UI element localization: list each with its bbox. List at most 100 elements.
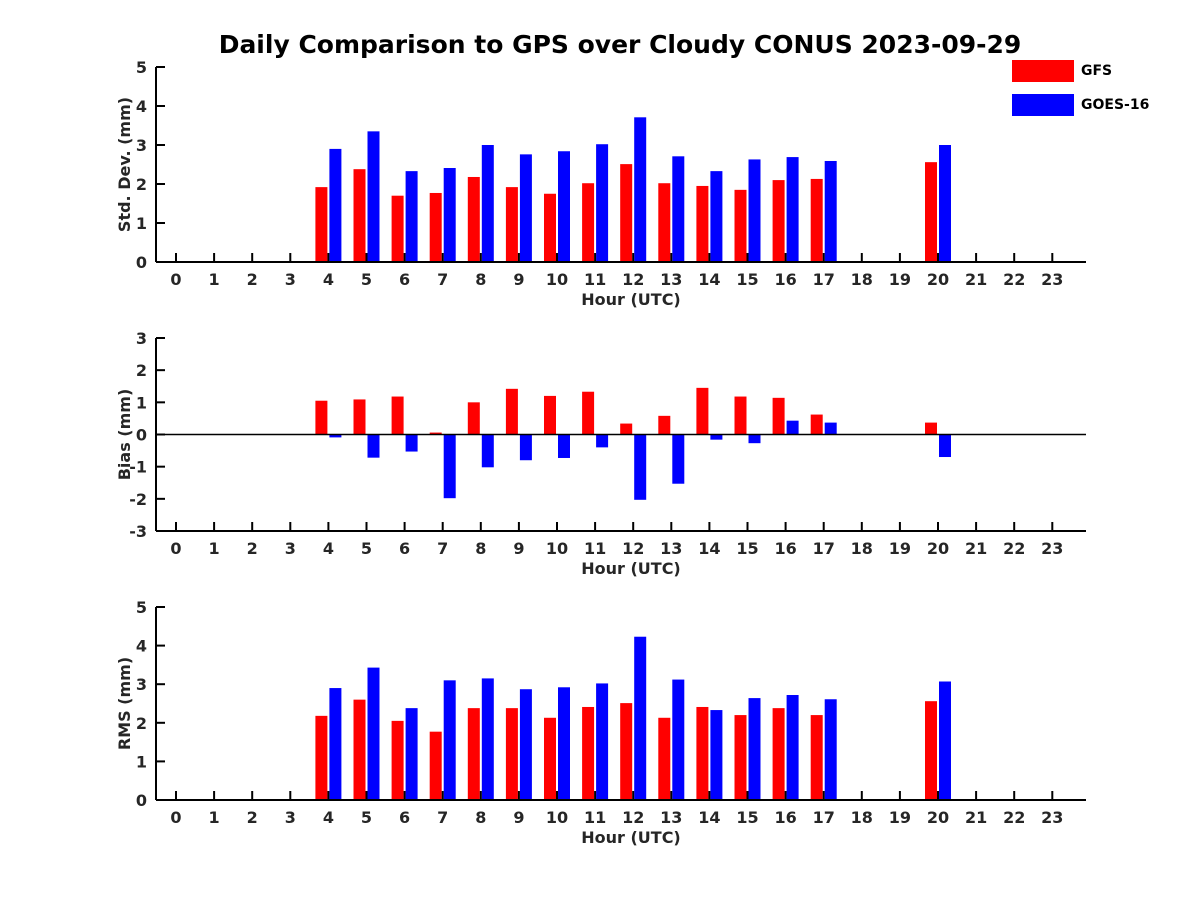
x-tick-label-p3: 18 [851, 808, 873, 827]
bar-goes16-p2-h12 [634, 434, 647, 500]
y-tick-label-p3: 0 [136, 791, 147, 810]
bar-goes16-p1-h12 [634, 117, 647, 262]
bar-gfs-p3-h15 [734, 715, 747, 800]
bar-goes16-p2-h5 [367, 434, 380, 458]
x-tick-label-p3: 7 [437, 808, 448, 827]
bar-goes16-p1-h13 [672, 156, 685, 262]
x-tick-label-p1: 19 [889, 270, 911, 289]
y-tick-label-p2: 2 [136, 361, 147, 380]
x-tick-label-p3: 1 [209, 808, 220, 827]
x-tick-label-p2: 15 [736, 539, 758, 558]
y-tick-label-p2: -3 [129, 522, 147, 541]
x-tick-label-p2: 8 [475, 539, 486, 558]
bar-goes16-p3-h17 [824, 699, 837, 800]
x-tick-label-p1: 13 [660, 270, 682, 289]
bar-gfs-p2-h7 [429, 432, 442, 435]
x-axis-label-p1: Hour (UTC) [581, 290, 681, 309]
x-tick-label-p1: 15 [736, 270, 758, 289]
bar-gfs-p2-h5 [353, 399, 366, 435]
x-tick-label-p2: 14 [698, 539, 720, 558]
y-tick-label-p2: 1 [136, 393, 147, 412]
bar-gfs-p3-h8 [467, 708, 480, 800]
bar-gfs-p2-h10 [544, 395, 556, 435]
bar-gfs-p3-h6 [391, 720, 404, 800]
x-tick-label-p1: 23 [1041, 270, 1063, 289]
x-axis-label-p3: Hour (UTC) [581, 828, 681, 847]
x-tick-label-p1: 18 [851, 270, 873, 289]
x-tick-label-p3: 6 [399, 808, 410, 827]
bar-goes16-p2-h13 [672, 434, 685, 484]
x-tick-label-p2: 2 [247, 539, 258, 558]
y-tick-label-p1: 0 [136, 253, 147, 272]
x-tick-label-p1: 11 [584, 270, 606, 289]
bar-gfs-p3-h13 [658, 717, 671, 800]
legend-label-gfs: GFS [1081, 63, 1113, 79]
bar-goes16-p1-h8 [481, 145, 494, 262]
x-tick-label-p1: 12 [622, 270, 644, 289]
bar-goes16-p2-h4 [329, 434, 342, 438]
bar-gfs-p2-h16 [772, 397, 785, 435]
bar-goes16-p2-h20 [939, 434, 951, 458]
x-tick-label-p3: 16 [774, 808, 796, 827]
bar-goes16-p2-h10 [558, 434, 570, 458]
bar-goes16-p1-h4 [329, 148, 342, 262]
y-tick-label-p2: 3 [136, 329, 147, 348]
bar-goes16-p2-h11 [596, 434, 609, 448]
legend-label-goes16: GOES-16 [1081, 97, 1150, 113]
x-tick-label-p3: 0 [170, 808, 181, 827]
bar-gfs-p1-h9 [505, 187, 518, 262]
bar-gfs-p1-h10 [544, 193, 556, 262]
x-tick-label-p3: 2 [247, 808, 258, 827]
y-axis-label-p2: Bias (mm) [115, 389, 134, 481]
x-tick-label-p3: 11 [584, 808, 606, 827]
bar-gfs-p1-h7 [429, 192, 442, 262]
x-tick-label-p1: 17 [813, 270, 835, 289]
x-tick-label-p1: 21 [965, 270, 987, 289]
x-tick-label-p1: 1 [209, 270, 220, 289]
bar-gfs-p1-h4 [315, 187, 328, 262]
y-tick-label-p3: 1 [136, 752, 147, 771]
x-tick-label-p2: 10 [546, 539, 568, 558]
y-tick-label-p3: 4 [136, 637, 147, 656]
bar-goes16-p1-h16 [786, 157, 799, 262]
bar-gfs-p3-h4 [315, 715, 328, 800]
y-tick-label-p3: 2 [136, 714, 147, 733]
x-tick-label-p3: 3 [285, 808, 296, 827]
bar-goes16-p2-h6 [405, 434, 418, 452]
x-tick-label-p3: 10 [546, 808, 568, 827]
bar-goes16-p3-h14 [710, 710, 723, 800]
bar-goes16-p2-h9 [519, 434, 532, 461]
x-tick-label-p1: 10 [546, 270, 568, 289]
x-tick-label-p1: 0 [170, 270, 181, 289]
y-tick-label-p2: -2 [129, 490, 147, 509]
bar-goes16-p2-h17 [824, 422, 837, 435]
bar-gfs-p1-h15 [734, 189, 747, 262]
bar-goes16-p3-h4 [329, 688, 342, 800]
bar-gfs-p1-h13 [658, 183, 671, 262]
x-tick-label-p2: 6 [399, 539, 410, 558]
bar-gfs-p2-h9 [505, 388, 518, 435]
x-tick-label-p3: 23 [1041, 808, 1063, 827]
bar-goes16-p1-h7 [443, 168, 456, 262]
bar-gfs-p3-h10 [544, 717, 556, 800]
x-tick-label-p1: 20 [927, 270, 949, 289]
x-tick-label-p1: 5 [361, 270, 372, 289]
bar-gfs-p3-h20 [925, 701, 937, 800]
figure-title: Daily Comparison to GPS over Cloudy CONU… [218, 30, 1022, 59]
bar-goes16-p1-h15 [748, 159, 761, 262]
x-tick-label-p1: 2 [247, 270, 258, 289]
x-tick-label-p2: 19 [889, 539, 911, 558]
bar-goes16-p3-h20 [939, 681, 951, 800]
bar-gfs-p3-h12 [620, 703, 633, 800]
x-tick-label-p2: 11 [584, 539, 606, 558]
x-tick-label-p2: 22 [1003, 539, 1025, 558]
bar-gfs-p2-h8 [467, 402, 480, 435]
bar-gfs-p2-h6 [391, 396, 404, 435]
bar-gfs-p1-h16 [772, 180, 785, 262]
bar-gfs-p1-h14 [696, 185, 709, 262]
x-tick-label-p2: 0 [170, 539, 181, 558]
x-tick-label-p2: 20 [927, 539, 949, 558]
x-tick-label-p3: 15 [736, 808, 758, 827]
